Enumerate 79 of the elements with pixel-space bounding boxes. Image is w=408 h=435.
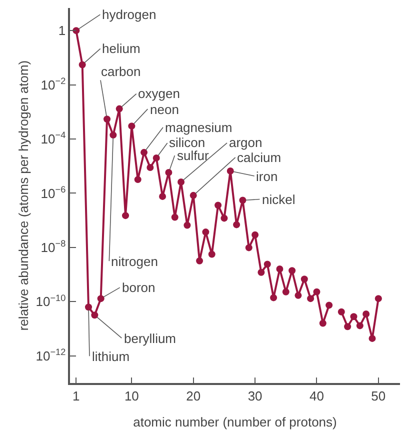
point <box>362 310 370 318</box>
point <box>184 222 191 229</box>
annotation: silicon <box>169 135 206 150</box>
point <box>350 313 358 320</box>
annotation: magnesium <box>165 120 232 135</box>
annotation: carbon <box>101 64 141 79</box>
y-tick-label: 10$^{−4}$ <box>40 130 66 147</box>
point <box>374 295 382 302</box>
point <box>165 169 172 176</box>
annotation: nickel <box>262 192 296 207</box>
point <box>220 214 228 222</box>
y-tick-label: 10$^{−8}$ <box>40 238 66 255</box>
point <box>313 288 320 296</box>
point <box>258 268 265 276</box>
point <box>214 202 222 209</box>
x-tick-label: 40 <box>309 388 324 404</box>
annotation: oxygen <box>138 86 180 101</box>
point <box>146 164 154 171</box>
point <box>276 266 284 273</box>
point <box>128 122 136 130</box>
point <box>319 320 326 327</box>
point <box>245 244 252 252</box>
point <box>326 302 333 309</box>
annotation: helium <box>102 41 140 56</box>
point <box>226 168 234 175</box>
x-tick-label: 20 <box>186 388 201 404</box>
y-axis-title: relative abundance (atoms per hydrogen atom) <box>16 60 32 331</box>
y-tick-label: 10$^{−6}$ <box>40 184 66 201</box>
point <box>116 105 123 112</box>
point <box>208 250 216 258</box>
point <box>110 132 117 139</box>
point <box>196 257 204 264</box>
point <box>202 228 210 236</box>
point <box>368 334 376 342</box>
point <box>152 154 160 162</box>
y-tick-label: 10$^{−2}$ <box>40 76 66 92</box>
x-tick-label: 1 <box>72 388 80 404</box>
point <box>122 212 130 220</box>
x-tick-label: 30 <box>248 388 262 404</box>
y-tick-label: 10$^{−10}$ <box>36 292 66 310</box>
annotation: nitrogen <box>111 254 158 269</box>
y-tick-label: 10$^{−12}$ <box>36 346 66 364</box>
annotation: hydrogen <box>102 7 156 22</box>
point <box>134 176 142 184</box>
point <box>233 221 240 228</box>
annotation: boron <box>122 280 156 295</box>
point <box>97 295 104 302</box>
point <box>239 196 246 204</box>
point <box>270 294 278 302</box>
point <box>338 308 345 316</box>
point <box>78 61 86 68</box>
point <box>294 292 302 299</box>
annotation: beryllium <box>124 331 176 346</box>
point <box>104 116 111 123</box>
annotation: argon <box>229 135 262 150</box>
point <box>190 192 197 199</box>
y-tick-label: 1 <box>58 23 66 38</box>
point <box>344 323 352 330</box>
point <box>91 312 98 319</box>
point <box>178 178 185 186</box>
point <box>282 288 290 296</box>
x-tick-label: 10 <box>124 388 139 404</box>
point <box>159 192 166 200</box>
point <box>85 304 92 311</box>
point <box>288 267 296 274</box>
point <box>264 260 271 268</box>
point <box>171 214 178 221</box>
annotation: neon <box>150 102 179 117</box>
point <box>140 148 148 156</box>
annotation: iron <box>256 169 278 184</box>
point <box>300 276 308 283</box>
point <box>356 322 364 330</box>
annotation: lithium <box>92 349 130 364</box>
point <box>307 295 314 302</box>
x-tick-label: 50 <box>371 388 386 404</box>
point <box>252 231 259 238</box>
annotation: sulfur <box>177 148 210 163</box>
annotation: calcium <box>237 150 282 165</box>
x-axis-title: atomic number (number of protons) <box>133 414 337 430</box>
